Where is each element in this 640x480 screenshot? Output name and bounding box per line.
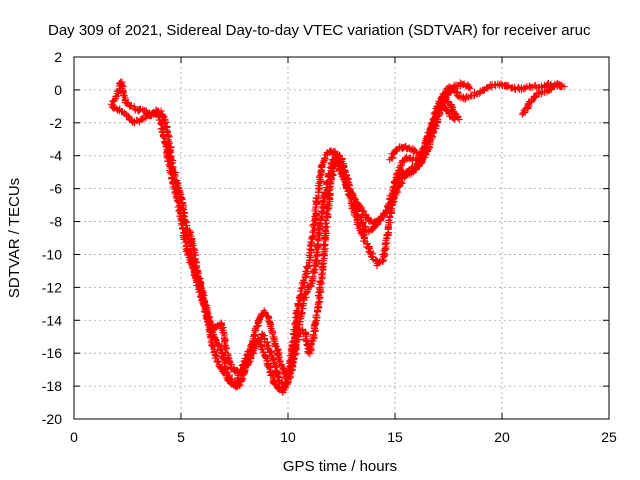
plot-frame (73, 56, 610, 420)
x-tick-label: 10 (280, 429, 296, 445)
y-tick-label: -10 (42, 246, 62, 262)
x-tick-label: 20 (494, 429, 510, 445)
tick-labels: 0 5 10 15 20 25-20-18-16-14-12-10-8-6-4-202 (42, 49, 617, 445)
y-tick-label: -20 (42, 411, 62, 427)
trace-markers (518, 80, 566, 118)
chart-title: Day 309 of 2021, Sidereal Day-to-day VTE… (48, 22, 591, 39)
trace-4 (438, 95, 463, 123)
trace-5 (386, 142, 420, 164)
grid-lines (74, 57, 609, 419)
axis-ticks (73, 56, 610, 420)
trace-1 (107, 78, 568, 396)
x-axis-label: GPS time / hours (283, 458, 397, 475)
x-tick-label: 0 (70, 429, 78, 445)
trace-markers (386, 142, 420, 164)
trace-markers (107, 78, 568, 396)
y-tick-label: -8 (50, 214, 63, 230)
y-tick-label: -2 (50, 115, 63, 131)
x-tick-label: 25 (601, 429, 617, 445)
x-tick-label: 15 (387, 429, 403, 445)
trace-markers (438, 95, 463, 123)
y-tick-label: -14 (42, 312, 62, 328)
data-series (107, 78, 568, 396)
y-tick-label: -16 (42, 345, 62, 361)
trace-2 (108, 79, 474, 381)
trace-markers (108, 79, 474, 381)
y-tick-label: -12 (42, 279, 62, 295)
y-tick-label: 0 (54, 82, 62, 98)
trace-markers (185, 101, 459, 393)
trace-3 (185, 101, 459, 393)
y-tick-label: -6 (50, 181, 63, 197)
y-tick-label: 2 (54, 49, 62, 65)
x-tick-label: 5 (177, 429, 185, 445)
y-tick-label: -18 (42, 378, 62, 394)
y-tick-label: -4 (50, 148, 63, 164)
trace-6 (518, 80, 566, 118)
y-axis-label: SDTVAR / TECUs (6, 178, 23, 298)
